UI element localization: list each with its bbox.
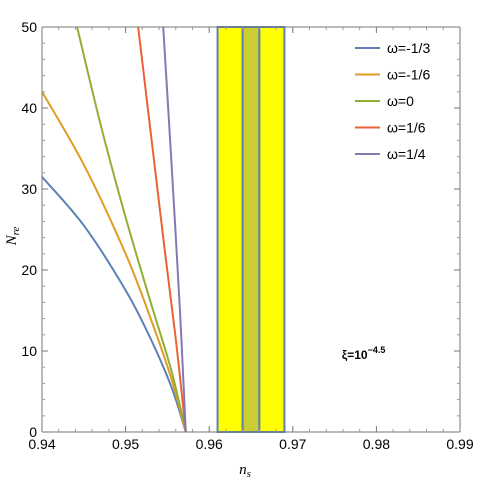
band-1	[216, 26, 244, 433]
legend-label-3: ω=0	[387, 93, 414, 109]
y-axis-label: Nre	[4, 227, 22, 247]
series-lines	[42, 27, 187, 432]
x-axis-label: ns	[239, 462, 251, 480]
series-line-5	[162, 27, 187, 432]
axes-frame	[41, 26, 461, 433]
x-tick-label: 0.97	[279, 436, 306, 452]
x-tick-label: 0.94	[28, 436, 55, 452]
observational-bands	[216, 26, 286, 433]
y-tick-label: 40	[21, 100, 37, 116]
x-tick-label: 0.95	[112, 436, 139, 452]
legend-label-2: ω=-1/6	[387, 67, 430, 83]
x-tick-label: 0.98	[363, 436, 390, 452]
x-tick-label: 0.96	[196, 436, 223, 452]
legend: ω=-1/3 ω=-1/6 ω=0 ω=1/6 ω=1/4	[355, 40, 430, 162]
series-line-2	[42, 90, 187, 432]
series-line-1	[42, 175, 187, 432]
legend-label-1: ω=-1/3	[387, 40, 430, 56]
legend-label-5: ω=1/4	[387, 146, 426, 162]
y-tick-label: 30	[21, 181, 37, 197]
x-tick-label: 0.99	[446, 436, 473, 452]
series-line-3	[76, 27, 187, 432]
series-line-4	[137, 27, 187, 432]
y-tick-label: 50	[21, 19, 37, 35]
y-axis-ticks: 0 10 20 30 40 50	[21, 19, 460, 440]
y-tick-label: 20	[21, 262, 37, 278]
xi-annotation: ξ=10−4.5	[342, 345, 385, 362]
x-axis-ticks: 0.94 0.95 0.96 0.97 0.98 0.99	[28, 27, 474, 452]
band-3	[258, 26, 286, 433]
y-tick-label: 0	[29, 424, 37, 440]
band-2	[241, 26, 261, 433]
y-tick-label: 10	[21, 343, 37, 359]
legend-label-4: ω=1/6	[387, 120, 426, 136]
